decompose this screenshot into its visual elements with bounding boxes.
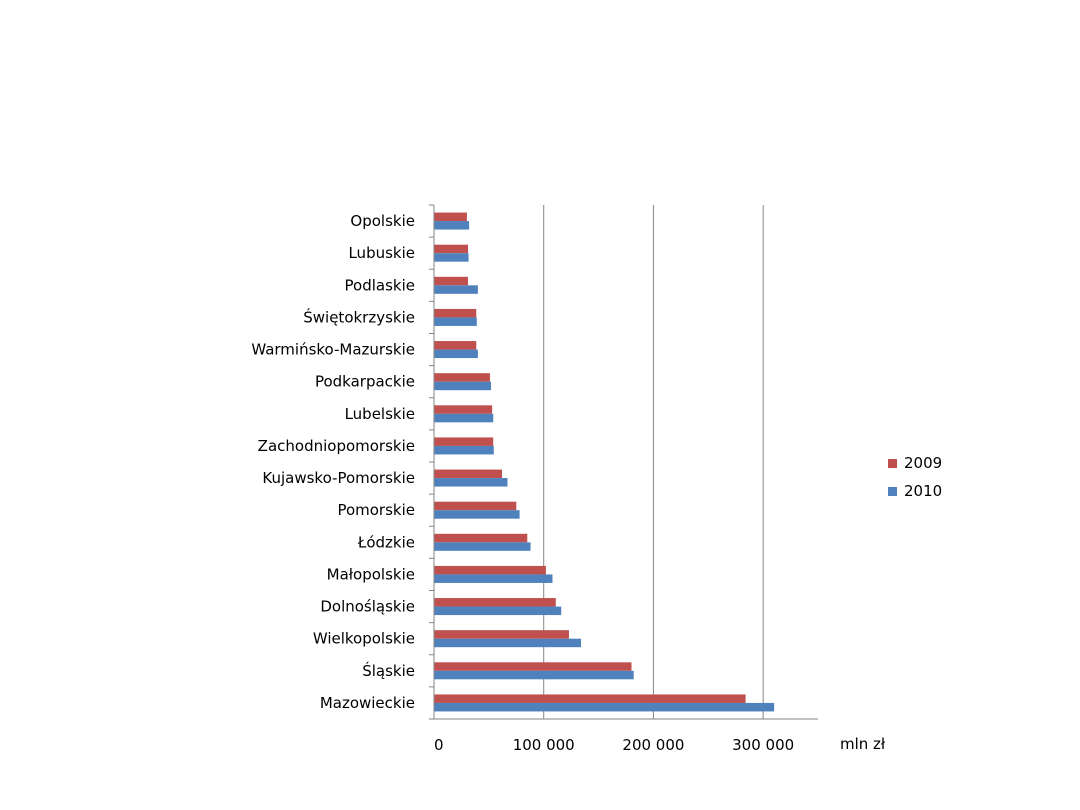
category-label: Kujawsko-Pomorskie [262, 469, 415, 487]
category-label: Łódzkie [357, 533, 415, 551]
bar-2010-4 [434, 574, 553, 583]
bar-2009-12 [434, 308, 477, 318]
category-label: Śląskie [362, 661, 415, 680]
category-label: Warmińsko-Mazurskie [251, 341, 415, 359]
x-tick-label: 100 000 [513, 736, 575, 754]
legend-label-2010: 2010 [904, 482, 942, 500]
category-label: Podlaskie [345, 276, 415, 294]
bar-2009-14 [434, 244, 469, 254]
bar-2009-3 [434, 598, 556, 607]
category-label: Pomorskie [337, 501, 415, 519]
bar-2009-2 [434, 630, 569, 639]
bar-2009-0 [434, 694, 746, 703]
bar-2009-15 [434, 212, 467, 222]
category-label: Podkarpackie [315, 373, 415, 391]
legend-swatch-2009 [888, 459, 897, 468]
bar-2009-10 [434, 373, 490, 382]
x-tick-label: 0 [434, 736, 444, 754]
bar-2009-11 [434, 341, 477, 350]
bar-2009-9 [434, 405, 493, 414]
bar-2010-9 [434, 413, 494, 423]
x-axis-unit-label: mln zł [840, 735, 886, 753]
bar-2010-8 [434, 445, 494, 455]
x-tick-label: 300 000 [732, 736, 794, 754]
legend: 2009 2010 [888, 454, 942, 500]
bar-2009-4 [434, 565, 546, 575]
bar-2010-15 [434, 221, 470, 230]
bar-2009-1 [434, 662, 632, 671]
bar-2010-14 [434, 253, 469, 262]
bar-2009-13 [434, 276, 469, 286]
bar-2010-12 [434, 317, 477, 326]
category-label: Świętokrzyskie [303, 307, 415, 326]
category-label: Dolnośląskie [320, 598, 415, 616]
x-tick-labels: 0 100 000 200 000 300 000 [434, 736, 794, 754]
bar-2010-0 [434, 702, 775, 712]
bar-2010-3 [434, 606, 562, 616]
category-label: Małopolskie [327, 565, 415, 583]
bar-2010-7 [434, 478, 508, 487]
bar-2010-6 [434, 510, 520, 519]
bar-2009-8 [434, 437, 494, 446]
bar-2010-1 [434, 670, 634, 680]
axes [429, 204, 818, 720]
category-label: Mazowieckie [320, 694, 415, 712]
category-label: Lubuskie [348, 244, 415, 262]
bar-2010-10 [434, 381, 492, 391]
bar-2009-5 [434, 533, 528, 543]
category-labels: Mazowieckie Śląskie Wielkopolskie Dolnośląs… [251, 212, 415, 712]
legend-swatch-2010 [888, 487, 897, 496]
category-label: Wielkopolskie [313, 630, 415, 648]
bar-2010-2 [434, 638, 582, 648]
category-label: Zachodniopomorskie [258, 437, 415, 455]
bars [434, 212, 775, 712]
legend-label-2009: 2009 [904, 454, 942, 472]
bar-2010-11 [434, 349, 478, 359]
category-label: Opolskie [350, 212, 415, 230]
x-tick-label: 200 000 [622, 736, 684, 754]
bar-2010-13 [434, 285, 478, 294]
bar-2009-6 [434, 501, 517, 511]
category-label: Lubelskie [345, 405, 415, 423]
bar-2010-5 [434, 542, 531, 551]
bar-2009-7 [434, 469, 503, 479]
